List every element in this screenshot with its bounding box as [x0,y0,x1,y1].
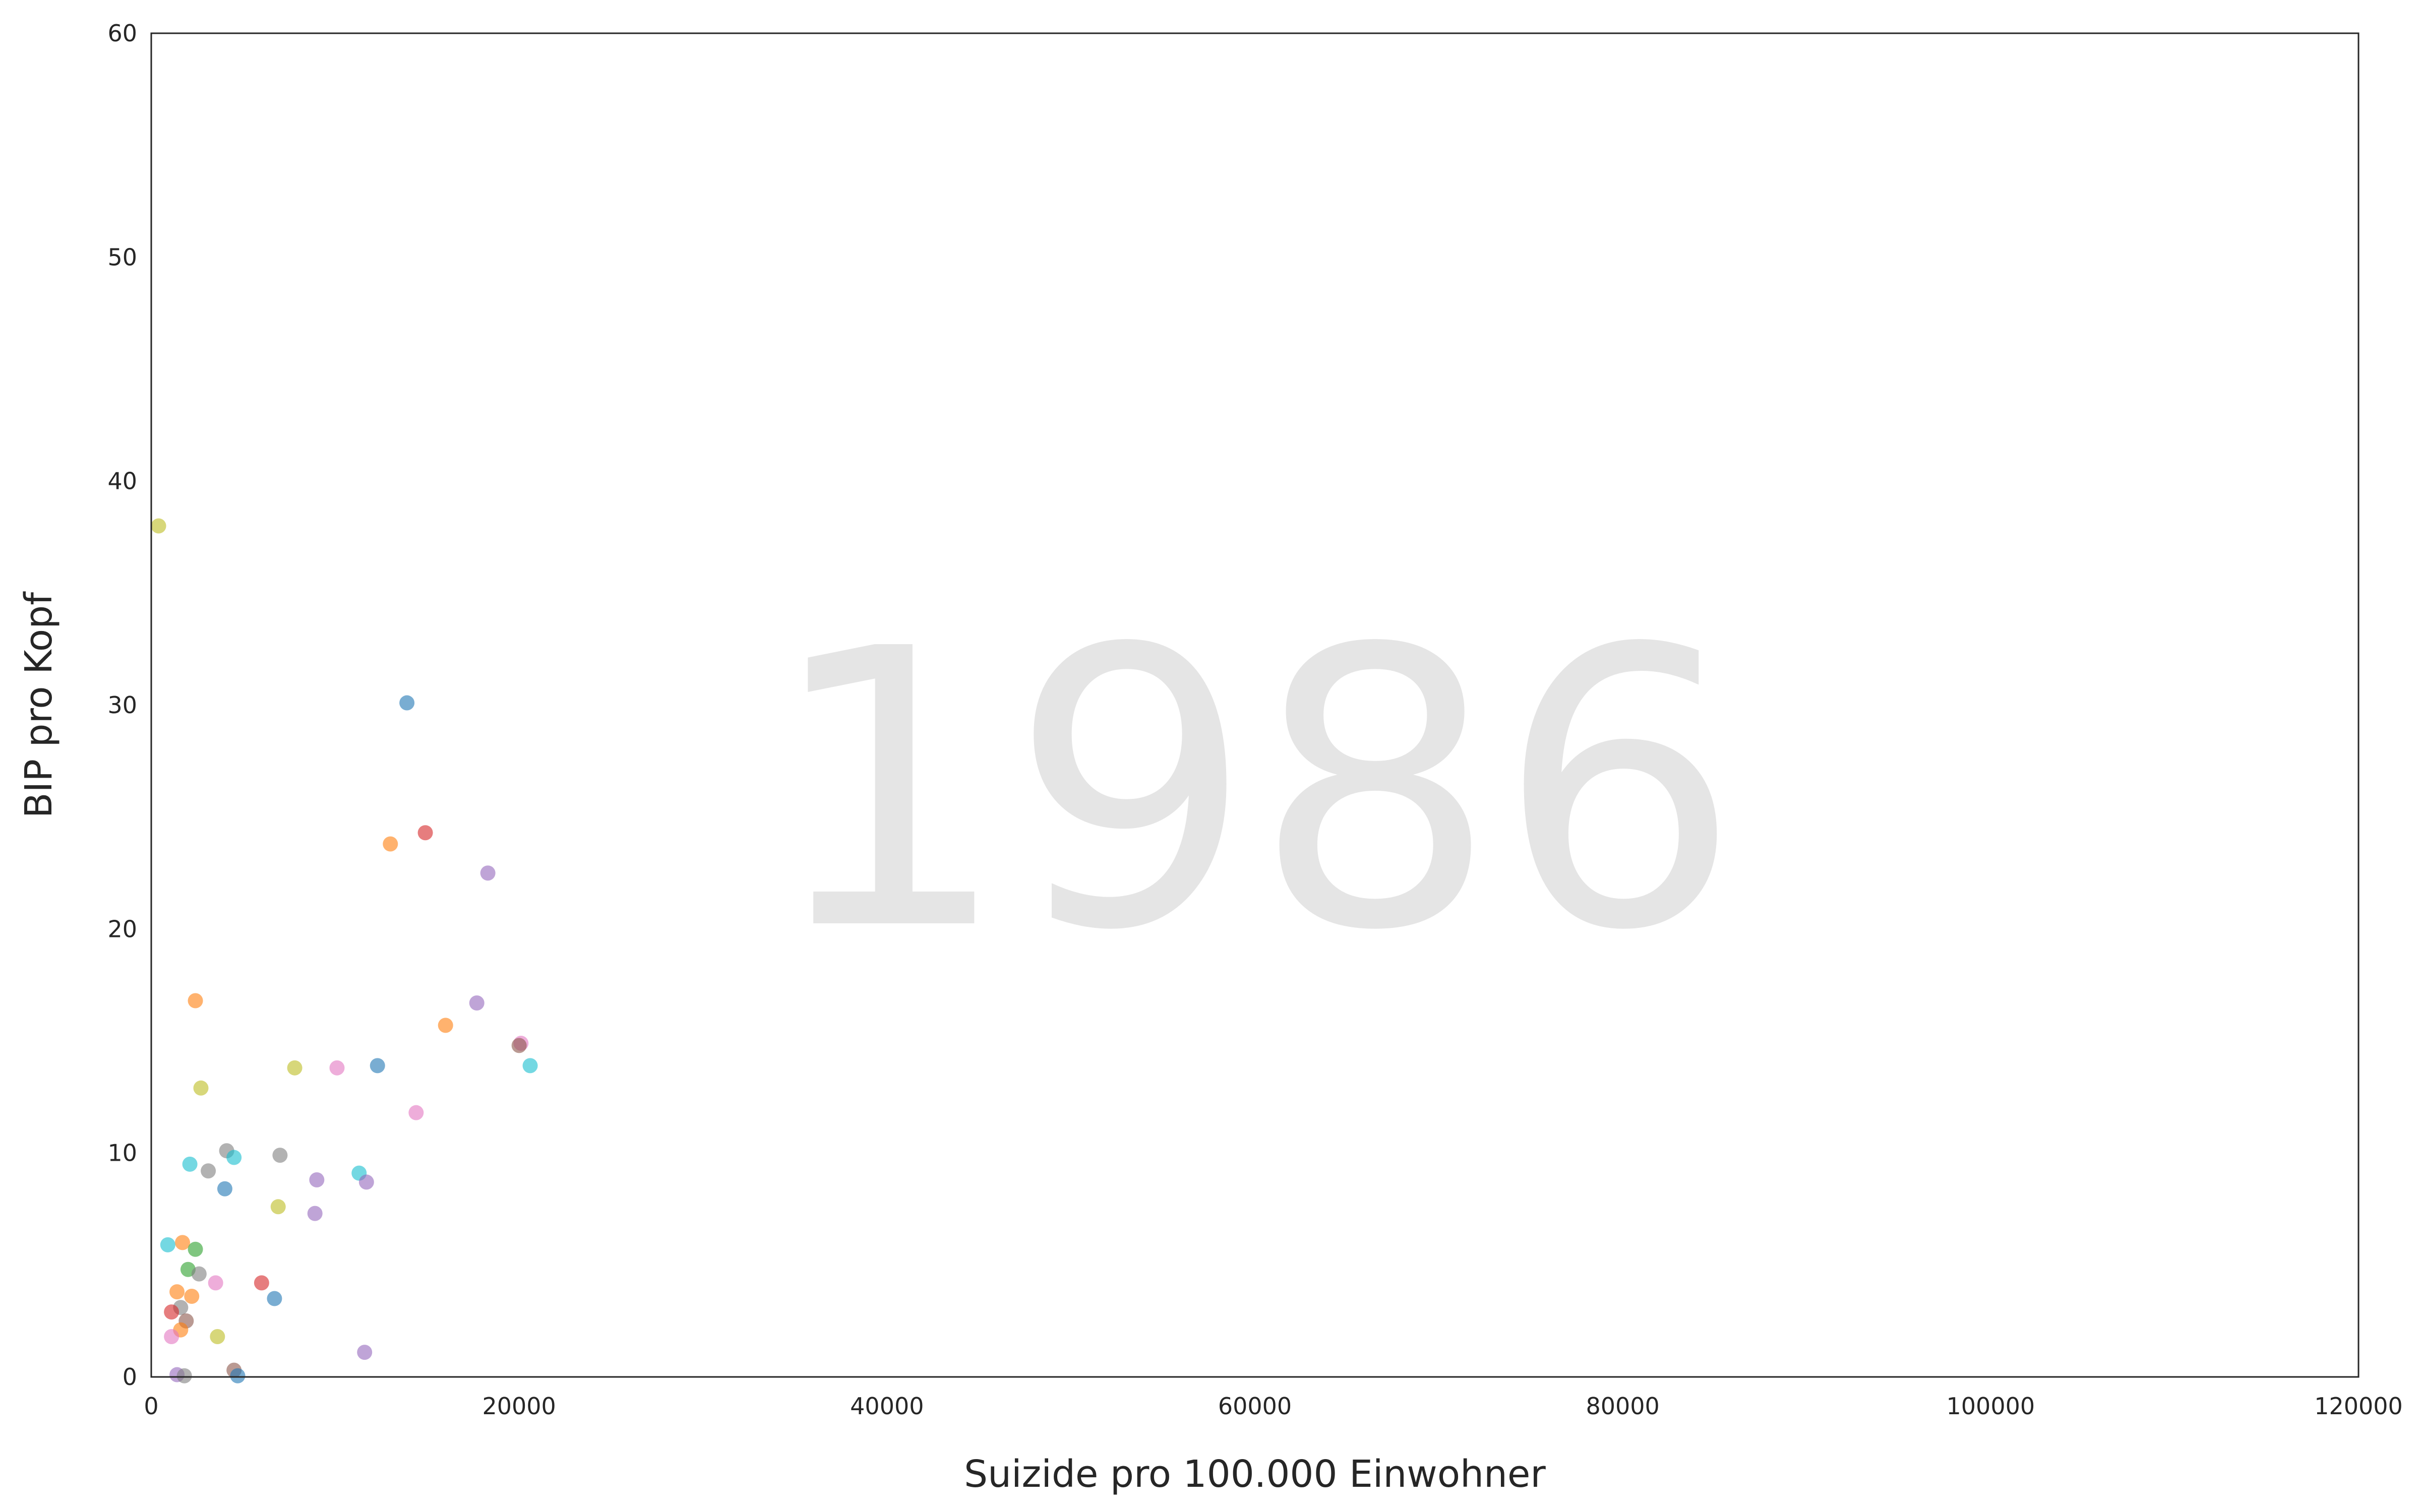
data-point-25 [270,1199,286,1215]
data-point-22 [309,1172,325,1187]
y-axis-ticks: 0 10 20 30 40 50 60 [107,20,137,1391]
data-point-6 [469,995,485,1011]
data-point-12 [287,1060,302,1076]
data-point-10 [522,1058,538,1074]
data-point-14 [193,1080,209,1096]
data-point-19 [182,1156,198,1172]
y-tick-label: 20 [107,915,137,942]
y-tick-label: 40 [107,468,137,495]
data-point-46 [176,1368,192,1383]
data-point-26 [307,1206,323,1221]
data-point-2 [417,825,433,841]
data-point-9 [511,1038,527,1053]
x-tick-label: 20000 [482,1393,556,1420]
data-point-31 [191,1266,207,1282]
data-point-35 [184,1289,200,1304]
data-point-41 [164,1329,179,1345]
data-point-24 [217,1181,232,1196]
data-point-42 [210,1329,225,1345]
y-tick-label: 30 [107,691,137,719]
x-axis-label: Suizide pro 100.000 Einwohner [964,1453,1546,1496]
data-point-11 [370,1058,385,1074]
data-point-20 [201,1163,216,1179]
data-point-23 [358,1174,374,1190]
year-watermark-group: 1986 [766,569,1741,1014]
x-tick-label: 80000 [1586,1393,1659,1420]
x-tick-label: 100000 [1947,1393,2035,1420]
x-tick-label: 60000 [1218,1393,1292,1420]
data-point-17 [272,1148,288,1163]
data-point-32 [208,1275,223,1291]
y-tick-label: 0 [123,1363,137,1391]
data-point-47 [230,1368,246,1383]
data-point-38 [164,1304,179,1320]
data-point-27 [175,1235,191,1250]
x-tick-label: 0 [144,1393,158,1420]
data-point-34 [169,1284,185,1300]
data-point-43 [357,1345,373,1360]
y-axis-label: BIP pro Kopf [17,591,60,818]
y-tick-label: 50 [107,243,137,271]
x-axis-ticks: 0 20000 40000 60000 80000 100000 120000 [144,1393,2402,1420]
data-point-29 [188,1241,203,1257]
data-point-0 [151,518,166,534]
y-tick-label: 60 [107,20,137,47]
x-tick-label: 120000 [2314,1393,2403,1420]
y-tick-label: 10 [107,1140,137,1167]
data-point-13 [329,1060,345,1076]
data-point-3 [383,836,398,852]
data-points [151,518,538,1383]
data-point-28 [160,1237,175,1252]
plot-area-frame [150,32,2360,1378]
data-point-18 [226,1150,242,1165]
year-watermark: 1986 [766,569,1741,1014]
data-point-15 [408,1105,424,1120]
data-point-33 [254,1275,269,1291]
x-tick-label: 40000 [850,1393,924,1420]
data-point-5 [188,993,203,1009]
data-point-1 [399,695,415,711]
data-point-36 [267,1291,282,1306]
data-point-7 [438,1018,453,1033]
data-point-4 [480,865,496,881]
